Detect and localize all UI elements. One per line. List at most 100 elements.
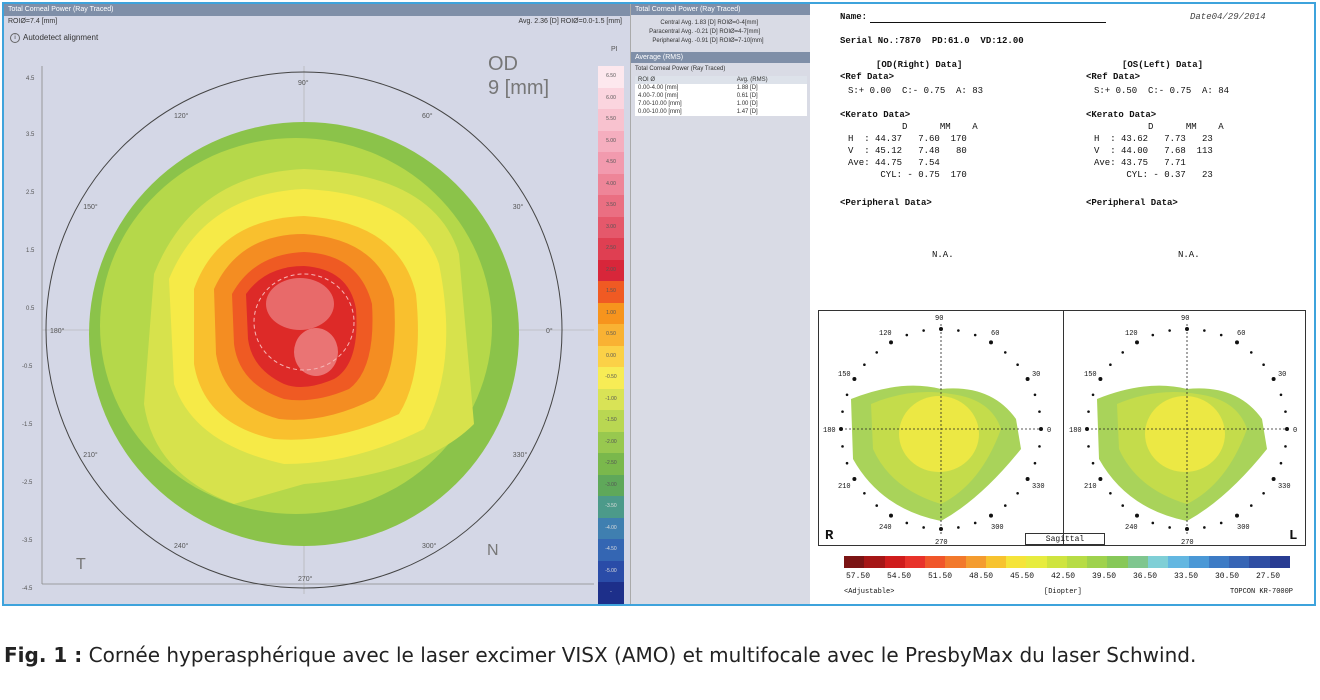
od-kerato-ave: Ave: 44.75 7.54: [848, 158, 940, 168]
ring-dot: [1087, 445, 1090, 448]
colorbar-step: -4.00: [598, 517, 624, 540]
colorbar-step: 1.00: [598, 302, 624, 325]
map-angle: 0: [1293, 427, 1297, 435]
svg-text:4.5: 4.5: [26, 76, 35, 82]
colorbar-step: 6.00: [598, 87, 624, 110]
ring-dot: [1038, 445, 1041, 448]
ring-dot: [1016, 491, 1019, 495]
ramp-step: [1249, 556, 1270, 568]
colorbar-step: -2.00: [598, 431, 624, 454]
map-angle-label: 180°: [50, 327, 65, 335]
map-angle: 120: [879, 330, 892, 338]
od-peripheral-na: N.A.: [932, 250, 954, 260]
svg-text:-1.5: -1.5: [22, 422, 33, 428]
autodetect-alignment[interactable]: i Autodetect alignment: [10, 33, 98, 43]
caption-text: Cornée hyperasphérique avec le laser exc…: [88, 643, 1197, 667]
ramp-label: 39.50: [1092, 572, 1117, 581]
ring-dot: [875, 504, 879, 507]
summary-title: Total Corneal Power (Ray Traced): [631, 4, 811, 15]
colorbar-step: -0.50: [598, 367, 624, 389]
ring-dot: [1271, 477, 1276, 481]
temporal-label: T: [76, 556, 86, 573]
rms-section-title: Average (RMS): [631, 52, 811, 63]
ring-dot: [1151, 333, 1155, 337]
svg-text:1.5: 1.5: [26, 248, 35, 254]
figure-caption: Fig. 1 : Cornée hyperasphérique avec le …: [4, 641, 1316, 669]
average-row-key: Paracentral Avg.: [649, 29, 693, 35]
ring-dot: [1135, 340, 1139, 345]
map-angle-label: 270°: [298, 575, 313, 583]
ring-dot: [1003, 351, 1007, 354]
colorbar-step: 4.50: [598, 152, 624, 174]
ring-dot: [922, 329, 925, 332]
map-angle-label: 90°: [298, 79, 309, 87]
map-angle: 300: [1237, 524, 1250, 532]
svg-text:3.5: 3.5: [26, 132, 35, 138]
ring-dot: [1025, 477, 1030, 481]
average-row: Peripheral Avg. -0.91 [D] ROIØ=7-10[mm]: [631, 37, 811, 46]
colorbar-step: 2.50: [598, 238, 624, 260]
screenshot-frame: 4.5 3.5 2.5 1.5 0.5 -0.5 -1.5 -2.5 -3.5 -4.5 90…: [2, 2, 1316, 606]
ring-dot: [1185, 527, 1189, 531]
colorbar-step: 0.00: [598, 345, 624, 368]
ring-dot: [1003, 504, 1007, 507]
ring-dot: [1109, 491, 1112, 495]
ring-dot: [1091, 461, 1095, 465]
summary-panel: Total Corneal Power (Ray Traced) Central…: [630, 4, 811, 604]
device-label: TOPCON KR-7000P: [1230, 588, 1294, 596]
map-divider: [1063, 311, 1064, 545]
map-angle-label: 300°: [422, 542, 437, 550]
colorbar-step: -3.50: [598, 496, 624, 518]
ramp-step: [1006, 556, 1027, 568]
colorbar-step: 4.00: [598, 173, 624, 196]
table-row: 0.00-10.00 [mm] 1.47 [D]: [635, 108, 807, 116]
rms-table: ROI Ø Avg. (RMS) 0.00-4.00 [mm] 1.88 [D] 4…: [635, 76, 807, 116]
ring-dot: [1262, 363, 1265, 367]
ring-dot: [1249, 504, 1253, 507]
ring-dot: [845, 393, 849, 397]
sagittal-maps: 90 60 30 0 330 300 270 240 210 180 150 120 90 60 30 0 33…: [818, 310, 1306, 547]
map-angle: 330: [1032, 483, 1045, 491]
svg-text:-2.5: -2.5: [22, 480, 33, 486]
map-ticks: 4.5 3.5 2.5 1.5 0.5 -0.5 -1.5 -2.5 -3.5 -4.5: [22, 76, 35, 592]
col-avg: Avg. (RMS): [733, 76, 807, 84]
ring-dot: [852, 377, 857, 381]
ring-dot: [841, 410, 844, 413]
average-row: Central Avg. 1.83 [D] ROIØ=0-4[mm]: [631, 19, 811, 28]
map-angle: 180: [1069, 427, 1082, 435]
od-kerato-head: D MM A: [848, 122, 978, 132]
ring-dot: [1121, 351, 1125, 354]
map-angle-label: 120°: [174, 112, 189, 120]
ring-dot: [1219, 333, 1223, 337]
table-cell: 0.00-4.00 [mm]: [638, 85, 679, 91]
ramp-step: [1107, 556, 1128, 568]
map-angle: 150: [1084, 371, 1097, 379]
ring-dot: [989, 340, 993, 345]
adjustable-label: <Adjustable>: [844, 588, 895, 596]
ramp-label: 57.50: [846, 572, 871, 581]
ramp-step: [1188, 556, 1209, 568]
map-angle: 30: [1278, 371, 1286, 379]
map-angle: 210: [838, 483, 851, 491]
map-angle: 0: [1047, 427, 1051, 435]
os-ref-title: <Ref Data>: [1086, 72, 1141, 82]
od-kerato-title: <Kerato Data>: [840, 110, 911, 120]
map-angle: 300: [991, 524, 1004, 532]
nasal-label: N: [487, 542, 499, 559]
ring-dot: [973, 521, 977, 525]
ring-dot: [1033, 393, 1037, 397]
map-angle: 180: [823, 427, 836, 435]
ring-dot: [1271, 377, 1276, 381]
ramp-step: [965, 556, 986, 568]
ring-dot: [1279, 393, 1283, 397]
map-angle: 270: [935, 539, 948, 545]
ramp-step: [1168, 556, 1189, 568]
ring-dot: [1185, 327, 1189, 331]
ring-dot: [863, 363, 866, 367]
ring-dot: [863, 491, 866, 495]
col-roi: ROI Ø: [635, 76, 734, 84]
sagittal-maps-svg: 9060300330300270240210180150120906030033…: [823, 315, 1297, 547]
ring-dot: [1168, 329, 1171, 332]
os-kerato-head: D MM A: [1094, 122, 1224, 132]
average-readout: Avg. 2.36 [D] ROIØ=0.0-1.5 [mm]: [518, 18, 622, 25]
